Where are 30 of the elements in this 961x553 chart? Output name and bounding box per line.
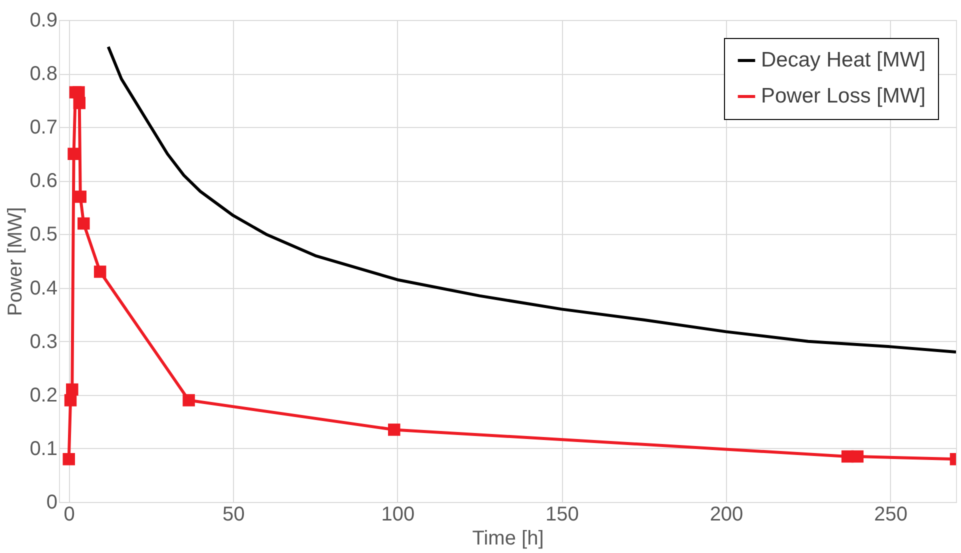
- line-series: [106, 45, 956, 354]
- x-tick-label: 0: [64, 504, 75, 526]
- y-tick-label: 0.3: [30, 330, 58, 353]
- y-tick-label: 0.7: [30, 116, 58, 139]
- legend-label: Power Loss [MW]: [761, 84, 926, 108]
- point: [182, 394, 195, 406]
- point: [62, 453, 75, 466]
- y-tick-label: 0.8: [30, 63, 58, 86]
- point: [68, 148, 80, 160]
- legend-label: Decay Heat [MW]: [761, 48, 926, 72]
- y-axis-title: Power [MW]: [4, 207, 27, 316]
- x-tick-label: 250: [874, 504, 908, 526]
- y-tick-label: 0.2: [30, 384, 58, 406]
- point: [78, 217, 90, 230]
- y-tick-label: 0.9: [30, 10, 58, 32]
- x-tick-label: 200: [710, 504, 744, 526]
- y-tick-label: 0.6: [30, 170, 58, 192]
- y-tick-label: 0.5: [30, 224, 58, 246]
- x-tick-label: 100: [381, 504, 415, 526]
- y-tick-label: 0.1: [30, 438, 58, 460]
- x-axis-title: Time [h]: [472, 528, 544, 550]
- point: [66, 383, 78, 396]
- point: [73, 96, 86, 110]
- x-tick-label: 50: [222, 504, 245, 526]
- point: [94, 266, 106, 278]
- point: [388, 424, 400, 436]
- y-tick-label: 0.4: [30, 277, 58, 300]
- point: [74, 190, 86, 203]
- x-tick-label: 150: [546, 504, 579, 526]
- point: [851, 450, 864, 463]
